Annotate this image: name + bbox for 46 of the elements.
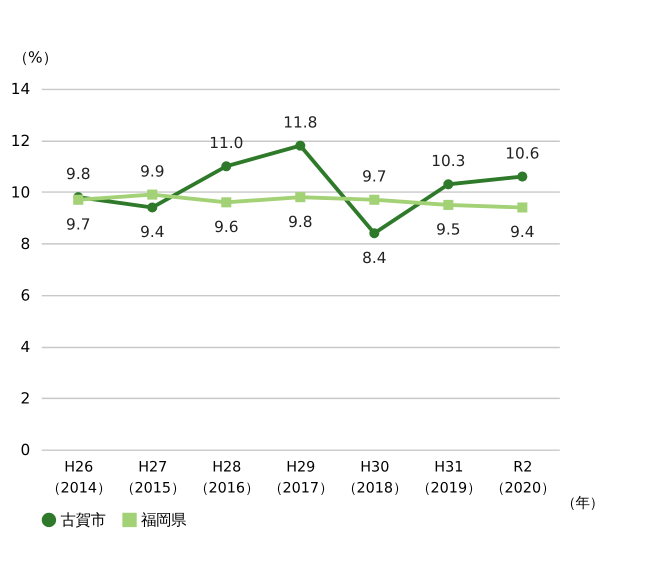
- x-tick-label: H27 （2015）: [120, 459, 186, 496]
- y-tick-label: 8: [20, 234, 30, 253]
- data-label: 10.6: [505, 144, 540, 162]
- data-label: 8.4: [362, 248, 387, 267]
- y-tick-label: 6: [20, 286, 30, 304]
- y-axis-title: （%）: [12, 48, 58, 67]
- y-tick-label: 4: [20, 338, 30, 356]
- x-tick-label: H31 （2019）: [416, 459, 482, 496]
- data-label: 9.4: [510, 223, 535, 242]
- point: [221, 197, 232, 208]
- x-tick-label: H28 （2016）: [194, 459, 260, 496]
- data-label: 11.0: [209, 134, 244, 152]
- point: [295, 140, 306, 151]
- x-tick-label: H26 （2014）: [46, 459, 112, 496]
- data-label: 9.5: [436, 220, 461, 239]
- data-label: 9.4: [140, 223, 164, 242]
- data-label: 11.8: [283, 113, 318, 132]
- point: [73, 194, 84, 205]
- data-label: 9.8: [288, 212, 312, 231]
- x-tick-label: R2 （2020）: [490, 459, 556, 496]
- data-label: 9.9: [140, 162, 164, 180]
- legend-label: 古賀市: [60, 510, 106, 529]
- x-tick-label: H30 （2018）: [342, 459, 408, 496]
- data-label: 9.8: [66, 164, 90, 183]
- y-tick-label: 10: [10, 183, 30, 202]
- y-tick-label: 14: [10, 80, 30, 98]
- point: [147, 202, 158, 213]
- point: [147, 190, 158, 200]
- legend-label: 福岡県: [141, 510, 186, 529]
- y-tick-label: 12: [10, 132, 30, 150]
- data-label: 9.7: [362, 168, 387, 186]
- point: [295, 192, 306, 202]
- point: [369, 194, 380, 205]
- point: [221, 161, 232, 172]
- point: [443, 179, 454, 190]
- x-tick-label: H29 （2017）: [268, 459, 334, 496]
- point: [517, 172, 528, 182]
- data-label: 9.6: [214, 218, 238, 236]
- data-label: 9.7: [66, 215, 90, 234]
- data-label: 10.3: [431, 152, 466, 170]
- y-tick-label: 2: [20, 389, 30, 408]
- point: [443, 200, 454, 210]
- y-tick-label: 0: [20, 440, 30, 459]
- point: [369, 228, 380, 238]
- point: [517, 202, 528, 213]
- x-axis-title: （年）: [561, 495, 604, 512]
